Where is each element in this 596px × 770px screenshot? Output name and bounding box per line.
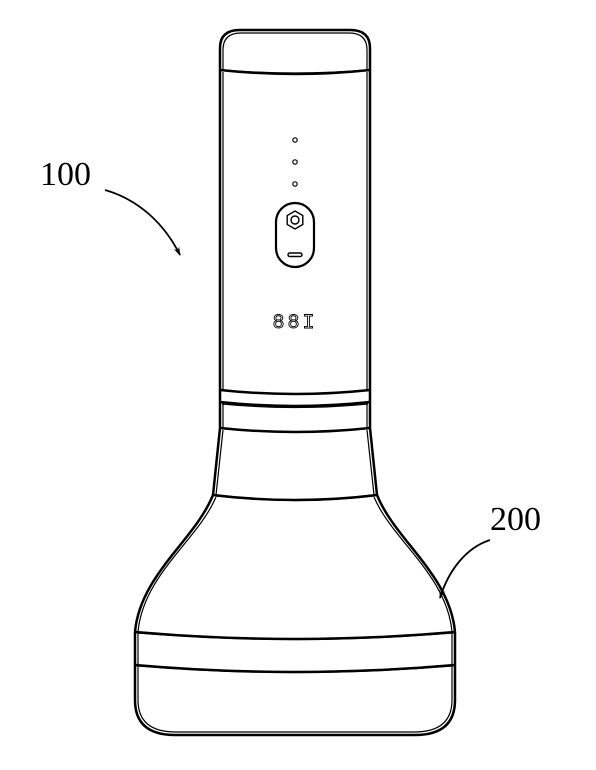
- hex-outer: [287, 211, 303, 229]
- hex-icon: [287, 211, 303, 229]
- bulb-bottom-inner: [138, 666, 452, 732]
- bulb-base: [135, 495, 455, 735]
- bulb-band-2: [135, 665, 455, 672]
- ring-seam-2: [220, 428, 370, 432]
- bulb-right-shoulder-inner: [374, 497, 452, 632]
- handle-assembly: [220, 30, 370, 432]
- neck-bottom-seam: [213, 495, 377, 500]
- bulb-left-shoulder: [135, 495, 213, 632]
- bulb-band-1: [135, 632, 455, 639]
- neck: [213, 428, 377, 501]
- indicator-dot-2: [293, 160, 297, 164]
- callouts: 100 200: [40, 156, 541, 598]
- bulb-left-shoulder-inner: [138, 497, 216, 632]
- hex-inner-circle: [291, 216, 299, 224]
- bulb-bottom-outline: [135, 665, 455, 735]
- power-button: [276, 203, 314, 267]
- label-200: 200: [490, 501, 541, 538]
- display-readout: 88I: [272, 312, 317, 335]
- button-outline: [276, 203, 314, 267]
- indicator-dot-3: [293, 182, 297, 186]
- indicator-dot-1: [293, 138, 297, 142]
- leader-100: [105, 190, 180, 255]
- label-100: 100: [40, 156, 91, 193]
- indicator-dots: [293, 138, 297, 186]
- button-slot: [288, 253, 302, 257]
- leader-200: [440, 540, 490, 598]
- handle-cap-inner: [223, 33, 367, 70]
- handle-cap-outline: [220, 30, 370, 70]
- handle-body-bottom-seam: [220, 390, 370, 394]
- bulb-right-shoulder: [377, 495, 455, 632]
- patent-figure: 88I 100 200: [0, 0, 596, 770]
